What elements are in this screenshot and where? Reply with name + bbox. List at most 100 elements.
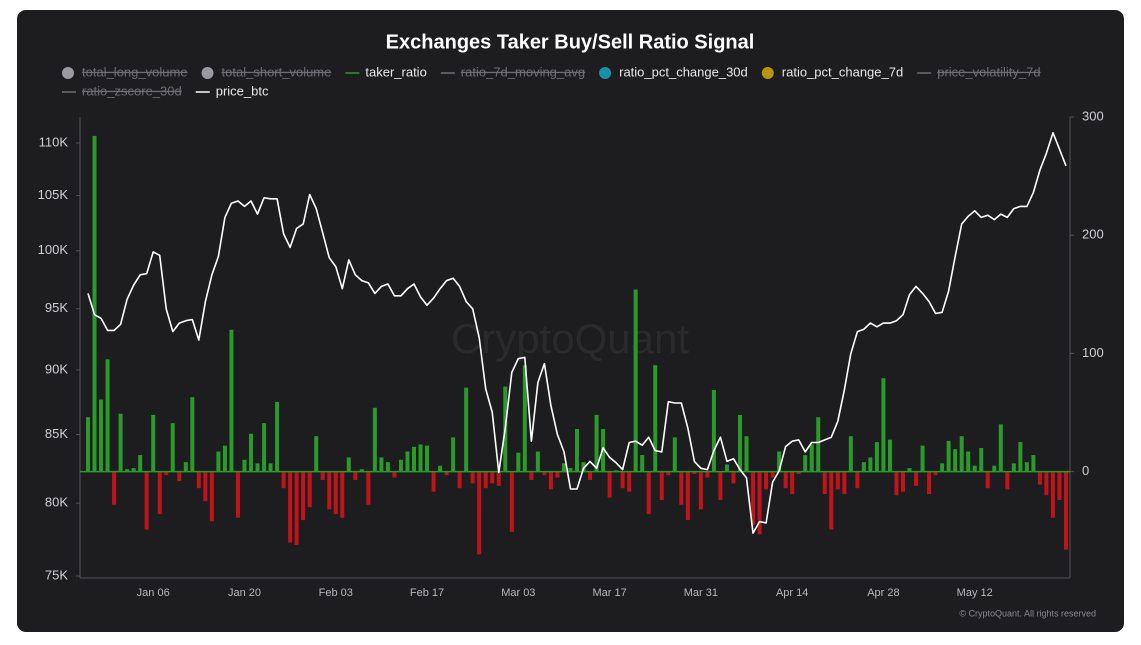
bar <box>170 423 175 472</box>
bar <box>959 436 964 472</box>
y-tick-label: 90K <box>45 361 68 376</box>
bar <box>288 471 293 543</box>
y2-tick-label: 200 <box>1082 227 1104 242</box>
legend-label[interactable]: price_btc <box>216 83 269 98</box>
bar <box>901 471 905 492</box>
bar <box>496 471 501 486</box>
bar <box>809 444 814 472</box>
bar <box>679 471 684 505</box>
legend-label[interactable]: ratio_zscore_30d <box>82 83 182 98</box>
bar <box>940 463 945 472</box>
bar <box>561 463 566 472</box>
bar <box>86 417 90 472</box>
bar <box>985 471 990 489</box>
bar <box>907 468 912 472</box>
bar <box>1050 471 1055 518</box>
bar <box>848 436 853 472</box>
bar <box>340 471 345 518</box>
legend-label[interactable]: total_long_volume <box>82 64 188 79</box>
x-tick-label: Mar 17 <box>592 587 626 599</box>
bar <box>627 471 632 492</box>
bar <box>438 465 443 472</box>
bar <box>816 417 821 472</box>
bar <box>418 444 423 472</box>
bar <box>216 451 221 472</box>
bar <box>685 471 690 521</box>
bar <box>581 462 586 472</box>
bar <box>522 365 527 472</box>
bar <box>992 465 997 472</box>
bar <box>588 471 593 480</box>
bar <box>294 471 299 545</box>
x-tick-label: Apr 14 <box>776 587 808 599</box>
bar <box>451 437 456 472</box>
x-tick-label: Mar 31 <box>684 587 718 599</box>
bar <box>777 451 782 472</box>
bar <box>483 471 488 489</box>
bar <box>979 447 984 472</box>
bar <box>268 463 273 472</box>
bar <box>835 471 840 490</box>
legend-marker <box>761 67 774 79</box>
legend-label[interactable]: ratio_pct_change_7d <box>782 64 903 79</box>
bar <box>255 463 260 472</box>
bar <box>894 471 899 496</box>
bar <box>516 452 521 472</box>
bar <box>548 471 553 490</box>
bar <box>385 462 390 472</box>
bar <box>672 437 677 472</box>
bar <box>157 471 162 515</box>
x-tick-label: Jan 06 <box>137 587 170 599</box>
y-tick-label: 75K <box>45 567 68 582</box>
bar <box>972 465 977 472</box>
bar <box>796 471 801 474</box>
bar <box>92 135 97 472</box>
bar <box>275 401 280 472</box>
bar <box>372 407 377 472</box>
bar <box>1024 462 1029 472</box>
legend-label[interactable]: price_volatility_7d <box>937 64 1040 79</box>
bar <box>203 471 208 502</box>
y2-tick-label: 300 <box>1082 108 1104 123</box>
bar <box>262 423 267 472</box>
bar <box>1037 471 1042 485</box>
legend-label[interactable]: total_short_volume <box>222 64 332 79</box>
bar <box>346 457 351 472</box>
legend-label[interactable]: ratio_7d_moving_avg <box>461 64 585 79</box>
bar <box>209 471 214 522</box>
bar <box>698 471 703 510</box>
bar <box>470 471 475 484</box>
legend-marker <box>62 67 74 79</box>
bar <box>151 414 156 472</box>
legend-label[interactable]: taker_ratio <box>365 64 426 79</box>
bar <box>1005 471 1010 490</box>
bar <box>1057 471 1062 500</box>
bar <box>607 471 612 498</box>
bar <box>783 471 788 489</box>
bar <box>431 471 436 492</box>
bar <box>379 457 384 472</box>
bar <box>242 459 247 472</box>
bar <box>235 471 240 518</box>
x-tick-label: Apr 28 <box>867 587 899 599</box>
bar <box>405 451 410 472</box>
y-tick-label: 105K <box>38 187 69 202</box>
bar <box>535 451 540 472</box>
bar <box>222 445 227 472</box>
y-tick-label: 100K <box>38 242 69 257</box>
bar <box>164 471 169 476</box>
bar <box>131 468 136 472</box>
bar <box>998 424 1003 472</box>
legend-label[interactable]: ratio_pct_change_30d <box>619 64 748 79</box>
bar <box>933 471 938 476</box>
bar <box>366 471 371 505</box>
bar <box>229 329 234 472</box>
bar <box>327 471 332 510</box>
bar <box>705 471 710 478</box>
bar <box>353 471 358 480</box>
bar <box>874 442 879 472</box>
bar <box>966 451 971 472</box>
bar <box>398 459 403 472</box>
bar <box>392 471 397 478</box>
